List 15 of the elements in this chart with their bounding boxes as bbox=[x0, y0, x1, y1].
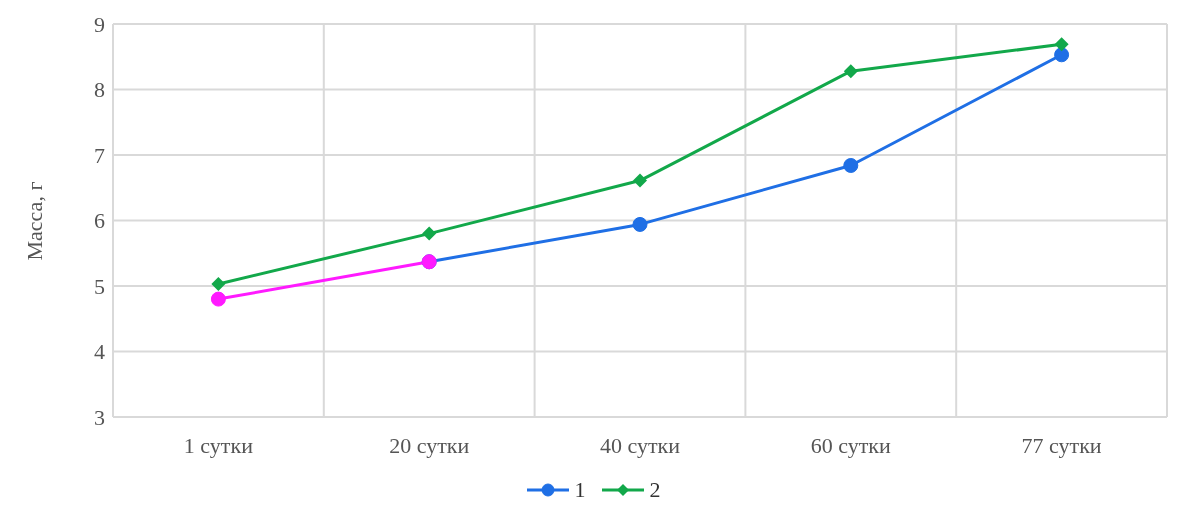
legend-label: 2 bbox=[649, 477, 661, 503]
x-tick-label: 60 сутки bbox=[810, 432, 892, 458]
x-tick-label: 40 сутки bbox=[599, 432, 681, 458]
y-tick-label: 5 bbox=[94, 273, 105, 299]
x-tick-label: 77 сутки bbox=[1021, 432, 1102, 458]
y-tick-label: 8 bbox=[94, 77, 105, 103]
x-tick-label: 20 сутки bbox=[389, 432, 470, 458]
y-tick-label: 7 bbox=[94, 142, 105, 168]
y-axis-title: Масса, г bbox=[21, 181, 47, 261]
legend-label: 1 bbox=[574, 477, 586, 503]
y-tick-label: 9 bbox=[94, 11, 105, 37]
y-tick-label: 3 bbox=[94, 404, 105, 430]
y-tick-label: 4 bbox=[94, 339, 105, 365]
x-tick-label: 1 сутки bbox=[183, 432, 254, 458]
y-tick-label: 6 bbox=[94, 208, 105, 234]
